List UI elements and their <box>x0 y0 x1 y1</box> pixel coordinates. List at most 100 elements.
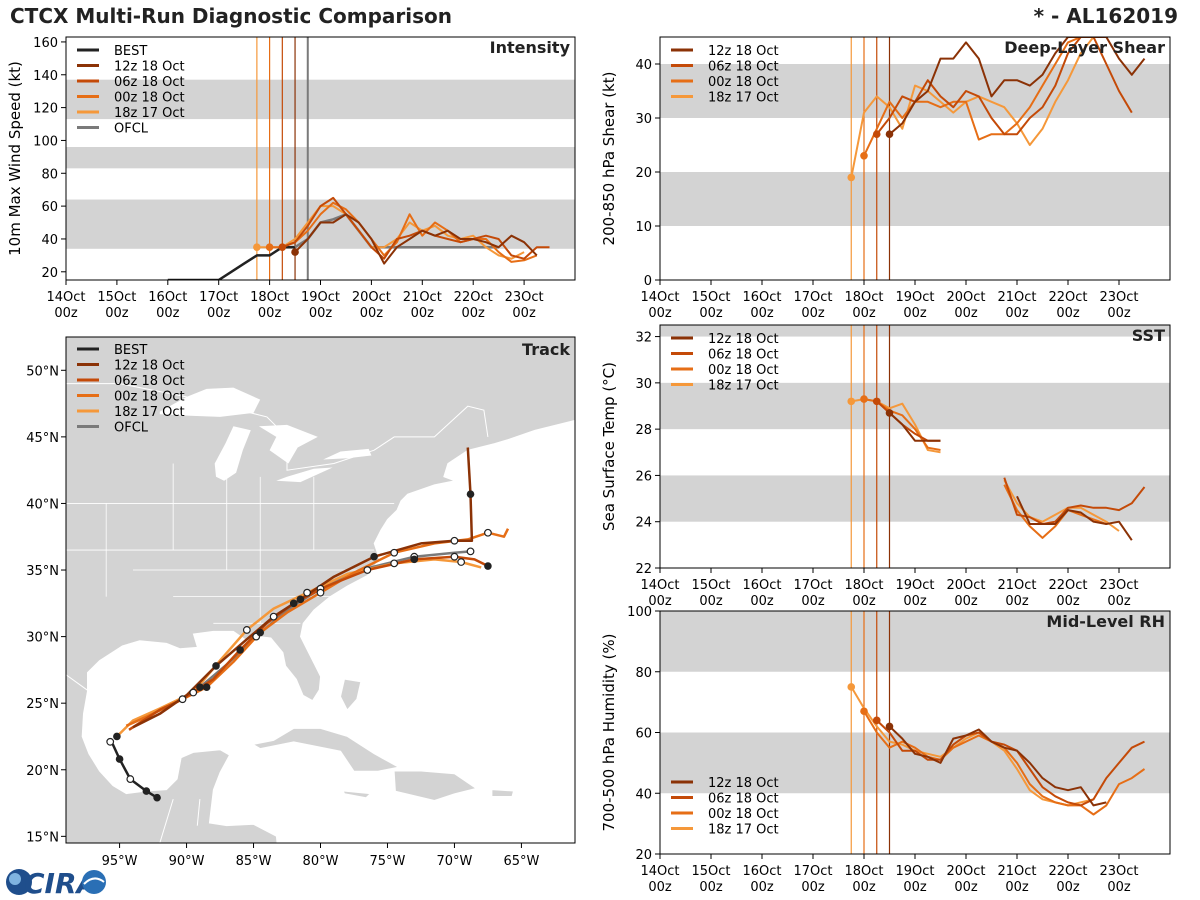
x-tick-label: 14Oct <box>46 290 85 305</box>
x-tick-sublabel: 00z <box>1107 306 1131 321</box>
shaded-band <box>66 147 575 169</box>
y-tick-label: 15°N <box>26 830 59 845</box>
y-tick-label: 20°N <box>26 764 59 779</box>
track-point-filled <box>410 555 419 564</box>
legend-entry: 06z 18 Oct <box>708 60 779 75</box>
x-tick-sublabel: 00z <box>105 306 129 321</box>
x-tick-label: 17Oct <box>793 290 832 305</box>
x-tick-sublabel: 00z <box>1107 880 1131 895</box>
series-marker <box>872 716 881 725</box>
x-tick-label: 19Oct <box>895 290 934 305</box>
y-tick-label: 28 <box>635 423 652 438</box>
track-point-filled <box>142 787 151 795</box>
x-tick-label: 21Oct <box>997 578 1036 593</box>
x-tick-label: 85°W <box>236 854 272 869</box>
series-marker <box>253 243 261 251</box>
x-tick-sublabel: 00z <box>801 880 825 895</box>
track-point-hollow <box>390 548 399 557</box>
x-tick-label: 16Oct <box>742 290 781 305</box>
shaded-band <box>660 475 1170 522</box>
land-puerto-rico <box>491 789 514 797</box>
series-line <box>167 245 296 280</box>
legend-entry: 12z 18 Oct <box>114 60 185 75</box>
x-tick-sublabel: 00z <box>648 594 672 609</box>
x-tick-sublabel: 00z <box>852 594 876 609</box>
x-tick-sublabel: 00z <box>411 306 435 321</box>
border-belize <box>196 799 201 826</box>
track-point-hollow <box>363 566 372 574</box>
lake-michigan <box>214 426 251 481</box>
track-point-hollow <box>269 612 278 621</box>
legend-entry: 18z 17 Oct <box>708 91 779 106</box>
track-point-hollow <box>450 552 459 561</box>
x-tick-sublabel: 00z <box>903 306 927 321</box>
legend-entry: 18z 17 Oct <box>114 106 185 121</box>
lake-ontario <box>323 448 372 460</box>
x-tick-label: 75°W <box>370 854 406 869</box>
y-tick-label: 20 <box>635 166 652 181</box>
x-tick-label: 15Oct <box>691 578 730 593</box>
x-tick-label: 20Oct <box>946 290 985 305</box>
border-us-mexico <box>66 674 90 692</box>
legend-entry: 06z 18 Oct <box>708 792 779 807</box>
y-tick-label: 120 <box>33 102 58 117</box>
x-tick-sublabel: 00z <box>54 306 78 321</box>
track-point-filled <box>296 595 305 604</box>
track-point-filled <box>236 646 244 654</box>
series-marker <box>885 409 894 417</box>
series-line <box>863 37 1107 157</box>
x-tick-label: 15Oct <box>691 290 730 305</box>
x-tick-label: 20Oct <box>352 290 391 305</box>
x-tick-label: 22Oct <box>1048 578 1087 593</box>
y-tick-label: 20 <box>41 266 58 281</box>
y-tick-label: 60 <box>635 727 652 742</box>
x-tick-label: 21Oct <box>997 290 1036 305</box>
track-point-hollow <box>450 536 459 545</box>
y-tick-label: 160 <box>33 36 58 51</box>
legend-entry: 12z 18 Oct <box>708 776 779 791</box>
y-tick-label: 40°N <box>26 497 59 512</box>
x-tick-label: 17Oct <box>199 290 238 305</box>
x-tick-sublabel: 00z <box>954 594 978 609</box>
series-marker <box>885 130 894 138</box>
legend-entry: 18z 17 Oct <box>708 823 779 838</box>
land-bahamas <box>340 678 362 711</box>
series-marker <box>872 397 881 406</box>
y-tick-label: 24 <box>635 516 652 531</box>
lake-erie <box>276 467 333 483</box>
x-tick-label: 19Oct <box>895 864 934 879</box>
shaded-band <box>660 325 1170 337</box>
y-tick-label: 140 <box>33 69 58 84</box>
legend-entry: OFCL <box>114 421 149 436</box>
legend-entry: 00z 18 Oct <box>114 390 185 405</box>
x-tick-sublabel: 00z <box>699 594 723 609</box>
legend-entry: 12z 18 Oct <box>708 332 779 347</box>
y-tick-label: 30°N <box>26 631 59 646</box>
x-tick-label: 23Oct <box>1099 290 1138 305</box>
series-line <box>888 412 941 442</box>
x-tick-label: 22Oct <box>1048 290 1087 305</box>
x-tick-label: 21Oct <box>403 290 442 305</box>
x-tick-label: 14Oct <box>640 864 679 879</box>
panel-rh: 2040608010014Oct00z15Oct00z16Oct00z17Oct… <box>600 605 1171 895</box>
y-tick-label: 40 <box>635 787 652 802</box>
series-marker <box>265 243 274 251</box>
x-tick-label: 18Oct <box>844 290 883 305</box>
series-marker <box>847 683 856 691</box>
x-tick-label: 14Oct <box>640 290 679 305</box>
y-tick-label: 10 <box>635 220 652 235</box>
x-tick-sublabel: 00z <box>1056 880 1080 895</box>
shaded-band <box>660 64 1170 118</box>
series-line <box>888 37 1146 135</box>
y-tick-label: 80 <box>635 666 652 681</box>
x-tick-sublabel: 00z <box>903 594 927 609</box>
x-tick-sublabel: 00z <box>954 880 978 895</box>
x-tick-label: 21Oct <box>997 864 1036 879</box>
x-tick-sublabel: 00z <box>258 306 282 321</box>
x-tick-label: 18Oct <box>844 578 883 593</box>
track-point-filled <box>115 755 124 763</box>
x-tick-sublabel: 00z <box>750 594 774 609</box>
shaded-band <box>660 611 1170 672</box>
panel-title: Track <box>522 340 570 359</box>
